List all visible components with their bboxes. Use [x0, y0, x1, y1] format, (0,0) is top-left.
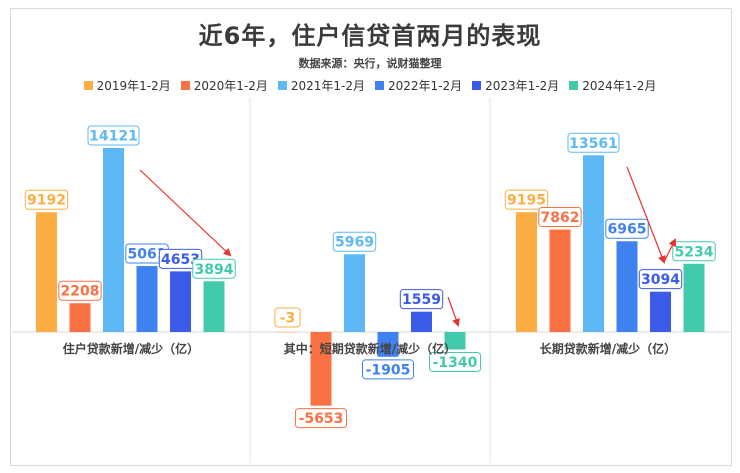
legend-label: 2021年1-2月 [290, 79, 365, 93]
data-label-text: -1340 [433, 355, 478, 371]
legend-label: 2023年1-2月 [485, 79, 560, 93]
bar [377, 332, 399, 357]
data-label-text: 6965 [608, 222, 647, 238]
data-label-box [58, 280, 102, 301]
legend-item: 2019年1-2月 [83, 77, 171, 94]
data-label-text: 3094 [641, 272, 680, 288]
bar [516, 212, 537, 332]
data-label-box [605, 218, 649, 239]
legend-item: 2021年1-2月 [277, 77, 365, 94]
bar [69, 303, 91, 332]
legend-item: 2023年1-2月 [472, 77, 559, 94]
trend-arrow [139, 169, 232, 257]
data-label-text: 1559 [402, 292, 441, 308]
data-label-text: 5061 [128, 247, 167, 263]
data-label: -1340 [429, 351, 481, 372]
category-label: 长期贷款新增/减少（亿） [540, 341, 676, 356]
data-label-text: 4653 [161, 252, 200, 268]
category-label: 住户贷款新增/减少（亿） [63, 341, 199, 356]
data-label-text: -1905 [366, 362, 411, 378]
bar [549, 229, 571, 332]
data-label-box [192, 258, 236, 279]
legend-swatch [277, 81, 287, 90]
legend-item: 2020年1-2月 [180, 77, 268, 94]
data-label: 5234 [672, 241, 716, 262]
bar [650, 291, 671, 332]
data-label-box [672, 241, 716, 262]
data-label: -5653 [295, 408, 347, 429]
trend-arrow [626, 166, 666, 264]
data-label: 4653 [158, 248, 203, 269]
bar [310, 332, 332, 406]
data-label-box [567, 132, 620, 153]
data-label: 13561 [567, 132, 620, 153]
data-label-box [538, 207, 582, 228]
bar [170, 271, 191, 332]
legend-swatch [180, 81, 190, 90]
legend-swatch [83, 81, 93, 90]
data-label-text: 3894 [195, 262, 234, 278]
data-label-box [332, 231, 377, 252]
data-label: 3094 [638, 269, 683, 290]
legend-swatch [472, 81, 482, 90]
bar [36, 212, 57, 332]
bar [136, 266, 158, 332]
data-label-box [504, 189, 549, 210]
data-label: -1905 [362, 359, 414, 380]
data-label-text: 5969 [335, 235, 374, 251]
data-label: 14121 [87, 125, 140, 146]
data-label: 1559 [399, 289, 444, 310]
data-label-box [295, 408, 347, 429]
data-label-box [87, 125, 140, 146]
bar [444, 332, 466, 350]
data-label-text: 5234 [675, 244, 714, 260]
bar [103, 148, 124, 332]
trend-arrow [447, 296, 460, 327]
bar [411, 311, 432, 332]
data-label-text: 14121 [89, 129, 138, 145]
data-label: 6965 [605, 218, 649, 239]
bar [344, 254, 365, 332]
data-label: 5969 [332, 231, 377, 252]
data-label-box [429, 351, 481, 372]
data-label-text: -3 [280, 311, 296, 327]
data-label-text: 2208 [61, 284, 100, 300]
data-label: 2208 [58, 280, 102, 301]
bar [203, 281, 225, 332]
data-label: 5061 [125, 243, 169, 264]
legend-item: 2024年1-2月 [569, 77, 656, 94]
bar [683, 263, 705, 332]
data-label: 9195 [504, 189, 549, 210]
data-label-box [399, 289, 444, 310]
data-label-text: 9195 [507, 193, 546, 209]
data-label-box [638, 269, 683, 290]
chart-title: 近6年，住户信贷首两月的表现 [198, 22, 542, 50]
legend-label: 2019年1-2月 [96, 79, 171, 93]
bar [583, 155, 604, 332]
category-label: 其中：短期贷款新增/减少（亿） [284, 341, 456, 356]
legend-label: 2022年1-2月 [388, 79, 463, 93]
data-label-box [24, 189, 69, 210]
data-label-box [274, 307, 301, 328]
legend: 2019年1-2月 2020年1-2月 2021年1-2月 2022年1-2月 2023… [0, 77, 740, 94]
bar [616, 241, 638, 332]
data-label: 7862 [538, 207, 582, 228]
data-label: 3894 [192, 258, 236, 279]
trend-arrow [663, 238, 676, 263]
data-label-text: 9192 [27, 193, 66, 209]
data-label-text: -5653 [299, 411, 344, 427]
data-label-text: 7862 [541, 210, 580, 226]
legend-swatch [569, 81, 579, 90]
legend-label: 2020年1-2月 [193, 79, 268, 93]
data-label-box [362, 359, 414, 380]
legend-item: 2022年1-2月 [375, 77, 462, 94]
chart-subtitle: 数据来源：央行，说财猫整理 [298, 57, 442, 70]
legend-label: 2024年1-2月 [582, 79, 657, 93]
data-label: -3 [274, 307, 301, 328]
data-label: 9192 [24, 189, 69, 210]
data-label-text: 13561 [569, 136, 618, 152]
legend-swatch [375, 81, 384, 90]
bar [277, 332, 298, 333]
